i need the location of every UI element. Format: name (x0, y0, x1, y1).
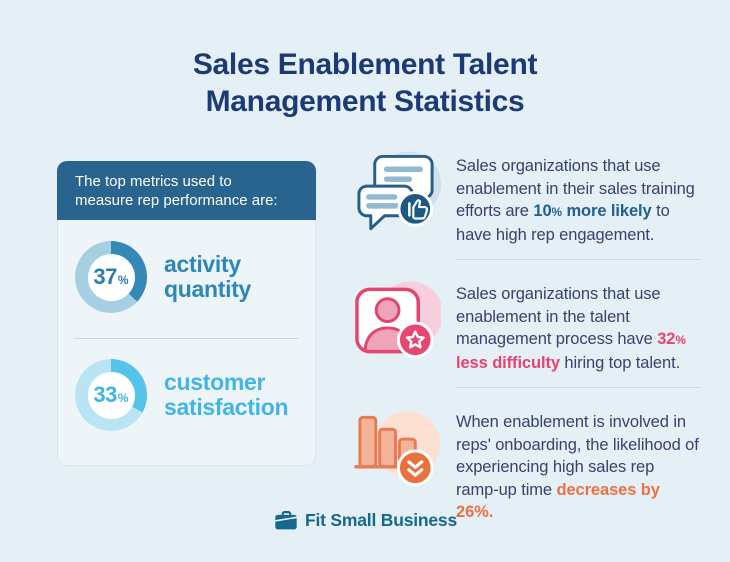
metrics-panel-body: 37% activity quantity 33% customer satis… (57, 220, 316, 466)
stat-text: Sales organizations that use enablement … (456, 148, 700, 246)
donut-chart-customer-satisfaction: 33% (75, 359, 147, 431)
stat-item-hiring-talent: Sales organizations that use enablement … (352, 260, 700, 387)
stat-text-after: to have high rep engagement. (456, 202, 670, 244)
percent-sign: % (117, 391, 129, 405)
stat-text-before: Sales organizations that use enablement … (456, 285, 661, 348)
logo-text: Fit Small Business (304, 510, 457, 530)
stat-text-before: Sales organizations that use enablement … (456, 157, 695, 220)
stat-item-rep-engagement: Sales organizations that use enablement … (352, 148, 700, 259)
person-star-icon (355, 281, 441, 359)
metric-row-customer-satisfaction: 33% customer satisfaction (58, 339, 315, 431)
stat-text: Sales organizations that use enablement … (456, 276, 700, 374)
stat-highlight: decreases by 26%. (456, 480, 660, 522)
donut-hole: 33% (87, 371, 135, 419)
stat-highlight: 10% more likely (533, 202, 652, 220)
page-title-line1: Sales Enablement Talent (192, 48, 538, 81)
donut-value: 33% (93, 382, 129, 407)
briefcase-icon (275, 511, 297, 530)
metric-label: customer satisfaction (164, 369, 289, 420)
footer-logo: Fit Small Business (0, 509, 730, 532)
page-title: Sales Enablement Talent Management Stati… (0, 46, 730, 120)
stat-divider (456, 259, 700, 260)
page-title-line2: Management Statistics (205, 85, 525, 118)
chat-thumbs-up-icon (357, 151, 441, 231)
stat-text-before: When enablement is involved in reps' onb… (456, 413, 699, 499)
metric-label: activity quantity (164, 251, 252, 302)
stat-highlight: 32% less difficulty (456, 330, 686, 372)
panel-header-line1: The top metrics used to (75, 173, 232, 190)
donut-value: 37% (93, 264, 129, 289)
percent-sign: % (117, 273, 129, 287)
stat-text: When enablement is involved in reps' onb… (456, 404, 700, 524)
metrics-panel: The top metrics used to measure rep perf… (57, 161, 316, 466)
panel-header-line2: measure rep performance are: (75, 192, 278, 209)
donut-chart-activity-quantity: 37% (75, 241, 147, 313)
stat-text-after: hiring top talent. (559, 353, 681, 372)
metrics-panel-header: The top metrics used to measure rep perf… (57, 161, 316, 220)
bar-chart-decline-icon (354, 411, 441, 487)
stat-divider (456, 387, 700, 388)
stat-item-ramp-up-time: When enablement is involved in reps' onb… (352, 388, 700, 537)
metric-row-activity-quantity: 37% activity quantity (58, 220, 315, 338)
stats-column: Sales organizations that use enablement … (352, 148, 700, 537)
donut-hole: 37% (87, 253, 135, 301)
panel-divider (74, 338, 299, 339)
